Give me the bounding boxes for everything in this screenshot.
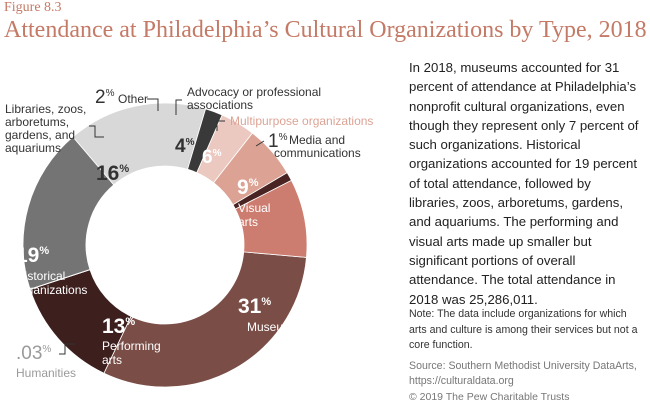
libraries-label-line4: aquariums — [5, 141, 61, 155]
humanities-value: .03% — [16, 343, 51, 364]
other-percent-sign: % — [106, 88, 115, 99]
libraries-label-line1: Libraries, zoos, — [5, 102, 86, 116]
chart-title: Attendance at Philadelphia’s Cultural Or… — [4, 17, 647, 43]
performing-label-line2: arts — [102, 353, 122, 367]
callout-libraries — [89, 125, 104, 138]
historical-value: 19% — [16, 244, 49, 267]
museums-number: 31 — [238, 295, 262, 318]
media-percent-sign: % — [279, 132, 288, 143]
advocacy-label-line2: associations — [187, 98, 253, 112]
description-text: In 2018, museums accounted for 31 percen… — [409, 60, 639, 307]
callout-advocacy — [175, 99, 182, 115]
advocacy-number: 4 — [175, 136, 186, 157]
advocacy-percent-sign: % — [186, 137, 195, 148]
advocacy-label-line1: Advocacy or professional — [187, 85, 321, 99]
visual-percent-sign: % — [249, 177, 259, 189]
callout-humanities — [59, 343, 75, 355]
media-number: 1 — [268, 131, 279, 152]
historical-label-line1: Historical — [16, 269, 65, 283]
multipurpose-label: Multipurpose organizations — [230, 114, 373, 128]
media-label-line2: communications — [274, 146, 361, 160]
historical-percent-sign: % — [39, 245, 49, 257]
multipurpose-number: 6 — [202, 147, 213, 168]
libraries-label-line2: arboretums, — [5, 115, 69, 129]
advocacy-value: 4% — [175, 136, 195, 157]
source-text: Source: Southern Methodist University Da… — [409, 360, 637, 387]
slice-museums — [103, 251, 307, 388]
multipurpose-value: 6% — [202, 147, 222, 168]
museums-label: Museums — [247, 320, 299, 334]
performing-value: 13% — [102, 315, 135, 338]
humanities-label: Humanities — [16, 366, 76, 380]
callout-lines — [59, 98, 265, 355]
historical-number: 19 — [16, 244, 39, 267]
other-value: 2% — [95, 87, 115, 108]
visual-label-line1: Visual — [238, 201, 270, 215]
other-label: Other — [118, 92, 148, 106]
other-number: 2 — [95, 87, 106, 108]
figure-label: Figure 8.3 — [4, 0, 62, 15]
callout-media — [255, 140, 265, 147]
visual-number: 9 — [237, 176, 249, 199]
visual-label-line2: arts — [238, 215, 258, 229]
note-text: Note: The data include organizations for… — [409, 308, 638, 351]
humanities-percent-sign: % — [42, 344, 51, 355]
donut-slices — [22, 102, 308, 388]
callout-multipurpose — [216, 120, 225, 131]
libraries-value: 16% — [96, 162, 129, 185]
libraries-number: 16 — [96, 162, 119, 185]
slice-visual — [234, 179, 308, 258]
multipurpose-percent-sign: % — [213, 148, 222, 159]
copyright-text: © 2019 The Pew Charitable Trusts — [409, 391, 570, 403]
donut-chart: 31% Museums 13% Performing arts 19% Hist… — [5, 85, 373, 388]
media-value: 1% — [268, 131, 288, 152]
historical-label-line2: organizations — [16, 283, 87, 297]
callout-other — [147, 98, 159, 111]
libraries-label-line3: gardens, and — [5, 128, 75, 142]
visual-value: 9% — [237, 176, 259, 199]
humanities-number: .03 — [16, 343, 42, 364]
libraries-percent-sign: % — [119, 163, 129, 175]
performing-label-line1: Performing — [102, 339, 161, 353]
performing-percent-sign: % — [125, 316, 135, 328]
museums-value: 31% — [238, 295, 271, 318]
museums-percent-sign: % — [261, 296, 271, 308]
performing-number: 13 — [102, 315, 125, 338]
media-label-line1: Media and — [289, 133, 345, 147]
